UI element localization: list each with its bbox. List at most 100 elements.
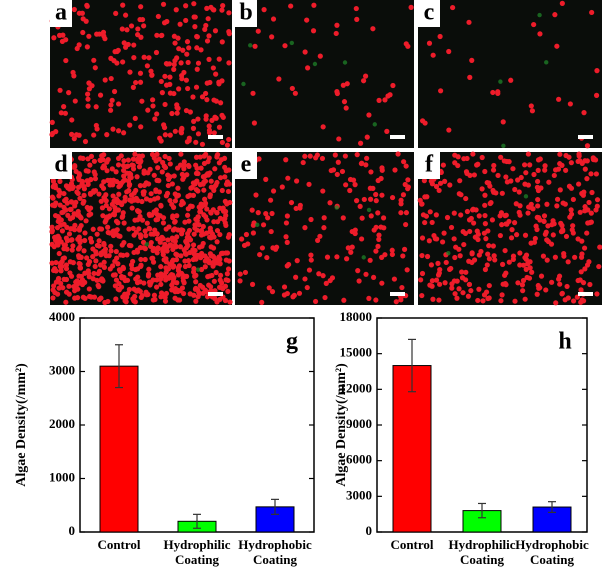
algae-cell bbox=[219, 7, 225, 13]
algae-cell bbox=[250, 222, 257, 228]
algae-cell bbox=[127, 122, 133, 128]
algae-cell bbox=[116, 184, 122, 190]
algae-cell bbox=[108, 107, 114, 113]
algae-cell bbox=[88, 153, 95, 159]
scale-bar bbox=[208, 292, 223, 296]
algae-cell bbox=[207, 194, 213, 200]
algae-cell bbox=[119, 201, 125, 208]
algae-cell bbox=[169, 110, 175, 117]
chart-label: g bbox=[286, 329, 298, 355]
algae-cell bbox=[193, 216, 199, 222]
micrograph: a bbox=[49, 0, 232, 148]
algae-cell bbox=[177, 21, 183, 27]
algae-cell-green bbox=[342, 60, 348, 65]
algae-cell bbox=[166, 155, 172, 162]
algae-cell bbox=[139, 198, 145, 205]
algae-cell bbox=[504, 221, 510, 227]
algae-cell bbox=[102, 36, 108, 42]
algae-cell bbox=[115, 128, 122, 134]
algae-cell bbox=[323, 280, 329, 286]
algae-cell bbox=[551, 221, 557, 227]
algae-cell bbox=[568, 160, 574, 166]
algae-cell bbox=[378, 175, 384, 182]
algae-cell bbox=[120, 294, 126, 300]
algae-cell bbox=[120, 59, 126, 65]
algae-cell bbox=[122, 12, 129, 18]
algae-cell bbox=[382, 97, 388, 103]
algae-cell bbox=[202, 26, 208, 32]
algae-cell bbox=[106, 206, 113, 212]
algae-cell bbox=[200, 223, 206, 230]
algae-cell bbox=[502, 247, 508, 254]
algae-cell bbox=[87, 162, 93, 168]
chart-label: h bbox=[558, 329, 571, 355]
algae-cell bbox=[178, 130, 185, 136]
algae-cell bbox=[249, 281, 256, 287]
algae-cell bbox=[334, 254, 340, 260]
algae-cell bbox=[174, 105, 180, 111]
algae-cell bbox=[523, 266, 529, 272]
algae-cell bbox=[243, 231, 250, 238]
algae-cell bbox=[401, 159, 407, 165]
algae-cell bbox=[90, 246, 96, 252]
algae-cell bbox=[483, 289, 490, 295]
algae-cell bbox=[476, 286, 482, 292]
algae-cell bbox=[286, 261, 292, 268]
algae-cell bbox=[536, 214, 542, 221]
algae-cell bbox=[592, 157, 599, 163]
algae-cell bbox=[219, 139, 225, 146]
error-bar bbox=[271, 498, 279, 515]
algae-cell bbox=[88, 239, 95, 245]
algae-cell bbox=[482, 202, 488, 208]
algae-cell bbox=[84, 204, 90, 211]
algae-cell bbox=[510, 256, 516, 262]
algae-cell bbox=[593, 171, 599, 177]
algae-cell bbox=[120, 210, 126, 216]
algae-cell bbox=[163, 259, 169, 265]
algae-cell bbox=[347, 187, 353, 194]
algae-cell bbox=[49, 119, 55, 125]
algae-cell bbox=[392, 167, 398, 173]
algae-cell bbox=[525, 261, 531, 267]
algae-cell bbox=[269, 34, 275, 40]
algae-cell bbox=[150, 277, 156, 283]
algae-cell bbox=[152, 227, 158, 233]
algae-cell bbox=[81, 186, 87, 192]
x-tick-label: Control bbox=[97, 537, 140, 552]
algae-cell bbox=[366, 295, 372, 301]
algae-cell bbox=[263, 176, 269, 182]
algae-cell bbox=[288, 3, 294, 9]
algae-cell bbox=[63, 276, 70, 283]
algae-cell bbox=[512, 186, 518, 193]
algae-cell bbox=[300, 159, 306, 166]
algae-cell-green bbox=[366, 207, 372, 213]
algae-cell bbox=[408, 4, 414, 10]
algae-cell bbox=[183, 251, 189, 257]
algae-cell bbox=[117, 233, 123, 239]
algae-cell bbox=[206, 33, 212, 39]
algae-cell bbox=[572, 254, 578, 260]
algae-cell bbox=[191, 118, 197, 124]
algae-cell bbox=[93, 251, 99, 257]
algae-cell bbox=[110, 193, 116, 199]
algae-cell bbox=[556, 273, 563, 279]
algae-cell bbox=[91, 132, 97, 138]
algae-cell bbox=[57, 202, 63, 208]
algae-cell bbox=[210, 6, 216, 13]
algae-cell bbox=[171, 61, 177, 68]
algae-cell bbox=[549, 279, 555, 285]
algae-cell bbox=[380, 215, 387, 221]
algae-cell bbox=[283, 234, 289, 240]
micrograph-background bbox=[235, 0, 414, 148]
algae-cell bbox=[91, 270, 97, 277]
algae-cell bbox=[208, 288, 214, 294]
algae-cell bbox=[94, 277, 100, 283]
algae-cell bbox=[373, 297, 379, 303]
algae-cell bbox=[59, 228, 66, 234]
algae-cell bbox=[554, 196, 561, 202]
algae-cell bbox=[466, 217, 473, 223]
algae-cell bbox=[270, 188, 277, 194]
panel-label: f bbox=[425, 152, 434, 178]
algae-cell bbox=[170, 204, 177, 210]
algae-cell bbox=[436, 297, 442, 303]
